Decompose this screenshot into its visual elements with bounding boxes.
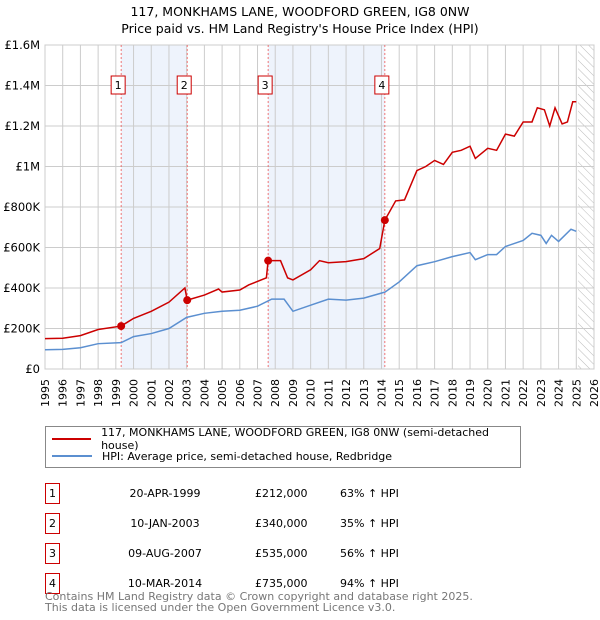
y-tick-label: £0: [25, 362, 40, 376]
x-tick-label: 2014: [375, 379, 388, 407]
sale-hpi-change: 35% ↑ HPI: [340, 517, 399, 530]
legend-item-hpi: HPI: Average price, semi-detached house,…: [52, 448, 392, 464]
chart-title: 117, MONKHAMS LANE, WOODFORD GREEN, IG8 …: [130, 4, 470, 19]
x-tick-label: 2016: [411, 379, 424, 407]
y-tick-label: £800K: [3, 200, 40, 214]
sale-label: 3: [262, 79, 269, 92]
sale-date: 09-AUG-2007: [128, 547, 202, 560]
chart-subtitle: Price paid vs. HM Land Registry's House …: [121, 21, 479, 36]
sale-point: [264, 256, 273, 265]
y-tick-label: £1.6M: [4, 38, 40, 52]
sale-price: £535,000: [255, 547, 308, 560]
y-tick-label: £1M: [15, 160, 40, 174]
x-tick-label: 2013: [358, 379, 371, 407]
footer-licence: This data is licensed under the Open Gov…: [45, 601, 396, 614]
x-tick-label: 1996: [57, 379, 70, 407]
sale-point: [380, 216, 389, 225]
sale-date: 10-MAR-2014: [127, 577, 203, 590]
x-tick-label: 2002: [163, 379, 176, 407]
legend-label: HPI: Average price, semi-detached house,…: [102, 449, 393, 463]
x-tick-label: 2000: [128, 379, 141, 407]
x-tick-label: 2021: [499, 379, 512, 407]
sale-hpi-change: 63% ↑ HPI: [340, 487, 399, 500]
x-tick-label: 2026: [588, 379, 600, 407]
y-tick-label: £200K: [3, 322, 40, 336]
x-tick-label: 2003: [181, 379, 194, 407]
x-tick-label: 2010: [305, 379, 318, 407]
sale-price: £212,000: [255, 487, 308, 500]
sale-date: 10-JAN-2003: [130, 517, 200, 530]
sale-number: 3: [45, 543, 60, 564]
y-tick-label: £1.4M: [4, 79, 40, 93]
x-tick-label: 2009: [287, 379, 300, 407]
x-tick-label: 2025: [570, 379, 583, 407]
sale-row: 1 20-APR-1999 £212,000 63% ↑ HPI: [45, 483, 545, 504]
x-tick-label: 2011: [322, 379, 335, 407]
sale-hpi-change: 56% ↑ HPI: [340, 547, 399, 560]
sale-point: [183, 296, 192, 305]
x-tick-label: 2022: [517, 379, 530, 407]
y-tick-label: £1.2M: [4, 119, 40, 133]
x-tick-label: 2007: [252, 379, 265, 407]
sale-label: 4: [378, 79, 385, 92]
x-tick-label: 2019: [464, 379, 477, 407]
sale-price: £735,000: [255, 577, 308, 590]
series-line: [44, 228, 577, 351]
sale-label-box: [374, 75, 390, 95]
x-tick-label: 2008: [269, 379, 282, 407]
x-tick-label: 2023: [535, 379, 548, 407]
x-tick-label: 2017: [429, 379, 442, 407]
x-tick-label: 2001: [145, 379, 158, 407]
y-tick-label: £600K: [3, 241, 40, 255]
x-tick-label: 2015: [393, 379, 406, 407]
x-tick-label: 2020: [482, 379, 495, 407]
series-line: [44, 100, 577, 340]
x-tick-label: 2006: [234, 379, 247, 407]
legend-label: 117, MONKHAMS LANE, WOODFORD GREEN, IG8 …: [101, 426, 490, 452]
legend-item-property: 117, MONKHAMS LANE, WOODFORD GREEN, IG8 …: [52, 426, 520, 452]
sale-number: 2: [45, 513, 60, 534]
x-tick-label: 2004: [198, 379, 211, 407]
footer-copyright: Contains HM Land Registry data © Crown c…: [45, 590, 473, 603]
sale-number: 4: [45, 573, 60, 594]
sale-hpi-change: 94% ↑ HPI: [340, 577, 399, 590]
y-tick-label: £400K: [3, 281, 40, 295]
legend-swatch-blue: [52, 455, 92, 457]
price-chart: 1995 1996 1997 1998 1999 2000 2001 2002 2003 2004…: [3, 38, 600, 407]
sale-label-box: [176, 75, 192, 95]
sale-price: £340,000: [255, 517, 308, 530]
sale-number: 1: [45, 483, 60, 504]
sale-label: 2: [181, 79, 188, 92]
sale-date: 20-APR-1999: [129, 487, 201, 500]
x-tick-label: 2005: [216, 379, 229, 407]
sale-row: 4 10-MAR-2014 £735,000 94% ↑ HPI: [45, 573, 545, 594]
x-tick-label: 1995: [39, 379, 52, 407]
legend-swatch-red: [52, 438, 92, 440]
x-tick-label: 2024: [553, 379, 566, 407]
sale-label-box: [257, 75, 273, 95]
sale-row: 2 10-JAN-2003 £340,000 35% ↑ HPI: [45, 513, 545, 534]
sale-point: [117, 322, 126, 331]
x-tick-label: 1999: [110, 379, 123, 407]
x-tick-label: 1997: [74, 379, 87, 407]
plot-frame: [44, 44, 595, 370]
x-tick-label: 2018: [446, 379, 459, 407]
sale-row: 3 09-AUG-2007 £535,000 56% ↑ HPI: [45, 543, 545, 564]
sale-label-box: [110, 75, 126, 95]
legend: 117, MONKHAMS LANE, WOODFORD GREEN, IG8 …: [45, 426, 521, 468]
sale-label: 1: [115, 79, 122, 92]
x-tick-label: 1998: [92, 379, 105, 407]
x-tick-label: 2012: [340, 379, 353, 407]
